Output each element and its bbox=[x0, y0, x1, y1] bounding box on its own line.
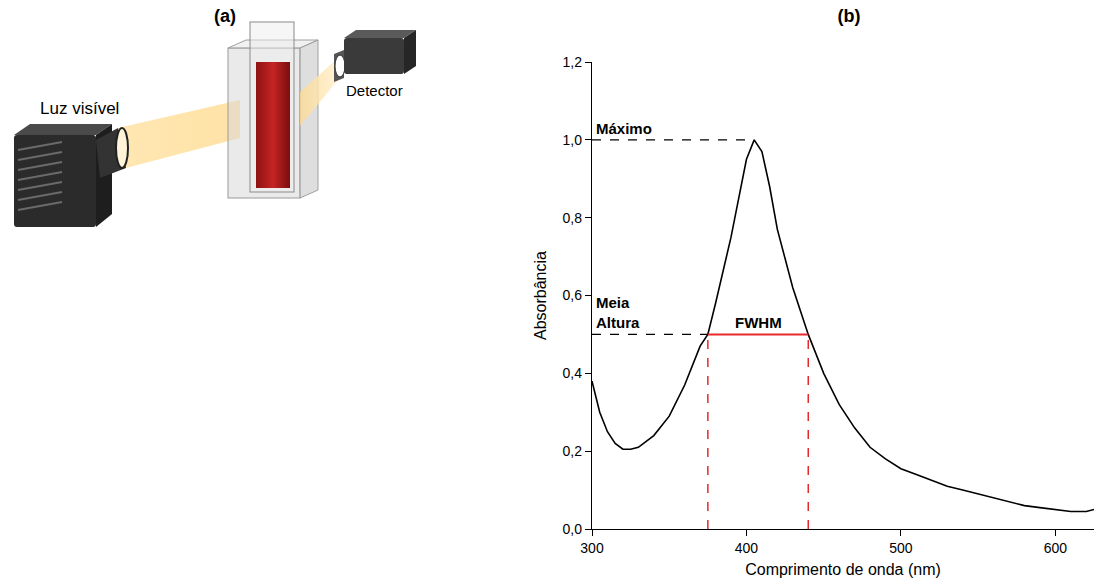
svg-text:0,0: 0,0 bbox=[563, 521, 583, 537]
html-text:(b): (b) bbox=[837, 6, 861, 26]
svg-text:Comprimento de onda (nm): Comprimento de onda (nm) bbox=[745, 561, 941, 578]
svg-text:Absorbância: Absorbância bbox=[532, 251, 549, 340]
svg-text:300: 300 bbox=[580, 540, 604, 556]
svg-text:MeiaAltura: MeiaAltura bbox=[596, 294, 640, 331]
svg-text:500: 500 bbox=[889, 540, 913, 556]
svg-text:1,2: 1,2 bbox=[563, 54, 583, 70]
html-text:(a): (a) bbox=[214, 6, 236, 26]
svg-text:600: 600 bbox=[1044, 540, 1068, 556]
svg-text:0,2: 0,2 bbox=[563, 443, 583, 459]
svg-text:0,6: 0,6 bbox=[563, 287, 583, 303]
svg-text:Luz visível: Luz visível bbox=[40, 99, 119, 118]
svg-text:Detector: Detector bbox=[346, 82, 403, 99]
svg-text:0,4: 0,4 bbox=[563, 365, 583, 381]
svg-text:FWHM: FWHM bbox=[735, 314, 782, 331]
svg-text:Máximo: Máximo bbox=[596, 120, 652, 137]
svg-text:1,0: 1,0 bbox=[563, 132, 583, 148]
svg-text:0,8: 0,8 bbox=[563, 210, 583, 226]
svg-text:400: 400 bbox=[735, 540, 759, 556]
